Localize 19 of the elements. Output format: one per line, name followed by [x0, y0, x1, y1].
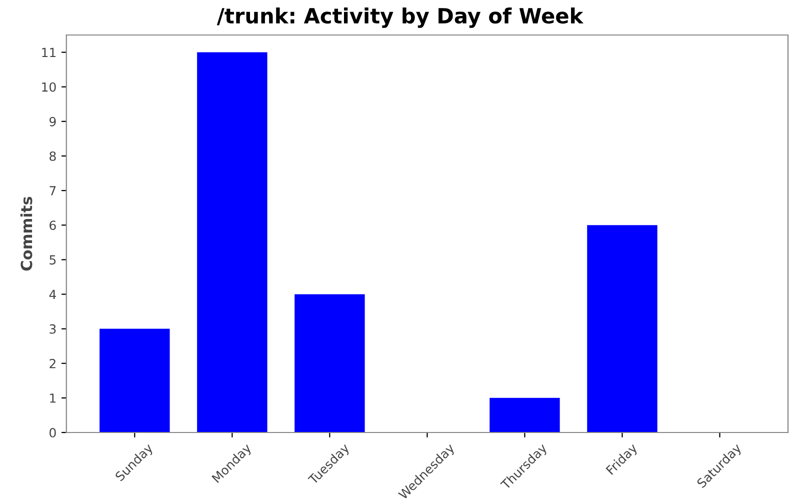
- bar: [197, 52, 268, 432]
- y-tick-label: 2: [50, 358, 56, 368]
- y-tick-label: 1: [50, 394, 56, 403]
- y-tick-label: 8: [50, 151, 56, 161]
- chart-title: /trunk: Activity by Day of Week: [216, 8, 584, 28]
- y-tick-label: 3: [50, 324, 56, 334]
- y-tick-label: 4: [49, 290, 56, 299]
- y-tick-label: 0: [50, 428, 56, 438]
- y-tick-label: 7: [50, 186, 56, 196]
- y-tick-label: 11: [42, 48, 56, 58]
- y-tick-label: 10: [42, 82, 56, 92]
- bar: [490, 398, 560, 432]
- y-tick-label: 6: [50, 220, 56, 230]
- bar: [587, 225, 658, 432]
- y-axis-title: Commits: [20, 196, 32, 271]
- y-tick-label: 9: [50, 116, 56, 126]
- bar: [294, 294, 365, 432]
- bar: [100, 328, 170, 432]
- y-tick-label: 5: [50, 255, 56, 265]
